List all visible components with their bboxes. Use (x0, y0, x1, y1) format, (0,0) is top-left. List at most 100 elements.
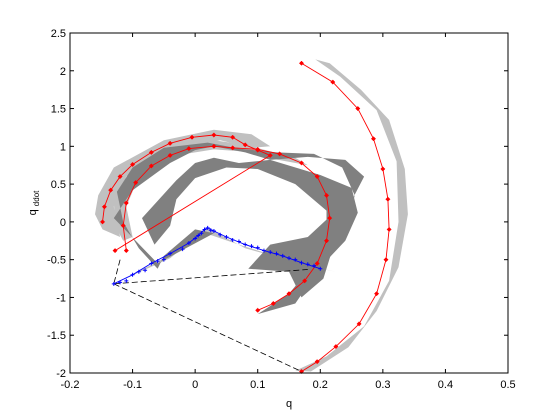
region-light-0 (95, 129, 271, 237)
data-point (148, 149, 154, 155)
data-point (99, 219, 106, 225)
data-point (118, 280, 123, 285)
data-point (218, 232, 223, 237)
data-point (193, 236, 198, 241)
data-point (123, 200, 129, 206)
data-point (108, 187, 114, 193)
data-point (280, 253, 285, 258)
data-point (124, 278, 129, 283)
data-point (230, 145, 236, 151)
data-point (299, 260, 304, 265)
data-point (323, 192, 330, 198)
data-point (255, 307, 261, 313)
data-point (277, 151, 283, 157)
data-point (230, 238, 235, 243)
data-point (130, 161, 136, 168)
data-point (261, 248, 266, 253)
y-tick-label: -2 (56, 368, 66, 380)
data-point (249, 244, 254, 249)
data-point (274, 251, 279, 256)
region-dark-4 (113, 142, 365, 298)
data-point (314, 260, 320, 266)
data-point (189, 134, 195, 140)
data-point (148, 163, 154, 169)
connectors-layer (113, 259, 308, 372)
data-point (230, 134, 236, 140)
y-tick-label: 2 (60, 66, 66, 78)
data-point (386, 226, 392, 232)
data-point (255, 146, 261, 152)
data-point (211, 143, 217, 149)
data-point (186, 241, 191, 246)
data-point (117, 174, 123, 180)
data-point (208, 228, 213, 233)
data-point (298, 60, 305, 66)
data-point (211, 132, 217, 138)
data-point (302, 278, 308, 284)
data-point (327, 215, 333, 221)
data-point (270, 300, 276, 307)
y-tick-label: -1 (56, 292, 66, 304)
y-tick-label: 0 (60, 217, 66, 229)
y-tick-label: 1 (60, 141, 66, 153)
data-point (356, 321, 362, 327)
y-axis-label-main: q (27, 209, 39, 215)
x-tick-label: 0.5 (500, 379, 515, 391)
data-point (196, 233, 201, 238)
data-point (167, 152, 173, 158)
data-point (242, 142, 248, 148)
dashed-connector-0 (113, 269, 308, 285)
dashed-connector-1 (113, 283, 302, 372)
data-point (380, 166, 386, 172)
series-red-0 (298, 60, 392, 375)
y-axis-label-subscript: ddot (32, 190, 41, 206)
data-point (155, 259, 160, 264)
data-point (211, 228, 216, 233)
data-point (298, 160, 305, 166)
data-point (293, 257, 298, 262)
data-point (120, 223, 126, 229)
data-point (318, 266, 323, 271)
data-point (355, 106, 361, 112)
axes-box (69, 32, 509, 374)
x-tick-label: -0.1 (123, 379, 142, 391)
series-red-2 (120, 143, 333, 313)
data-point (385, 196, 391, 202)
data-point (333, 344, 339, 350)
x-tick-label: 0 (192, 379, 198, 391)
data-point (168, 251, 173, 256)
data-point (180, 247, 185, 252)
data-point (101, 204, 107, 210)
dashed-connector-2 (113, 259, 121, 284)
series-blue-3 (111, 225, 323, 286)
data-point (255, 245, 260, 250)
data-point (314, 359, 320, 365)
data-point (133, 180, 139, 186)
data-point (199, 231, 204, 236)
data-point (305, 262, 310, 267)
data-point (287, 256, 291, 261)
x-tick-label: 0.4 (438, 379, 453, 391)
y-tick-label: -0.5 (47, 255, 66, 267)
y-tick-label: 0.5 (51, 179, 66, 191)
data-point (224, 235, 229, 239)
data-point (286, 291, 292, 297)
data-point (112, 248, 118, 254)
data-point (236, 239, 241, 244)
data-point (370, 136, 377, 142)
data-point (123, 248, 129, 254)
data-point (383, 257, 389, 263)
series-layer (99, 60, 392, 375)
data-point (111, 281, 116, 286)
data-point (267, 152, 273, 158)
data-point (136, 269, 141, 274)
data-point (243, 242, 248, 247)
data-point (330, 79, 336, 85)
y-tick-label: 2.5 (51, 28, 66, 40)
data-point (186, 146, 192, 152)
data-point (161, 257, 166, 262)
regions-layer (95, 59, 408, 372)
y-tick-label: -1.5 (47, 330, 66, 342)
